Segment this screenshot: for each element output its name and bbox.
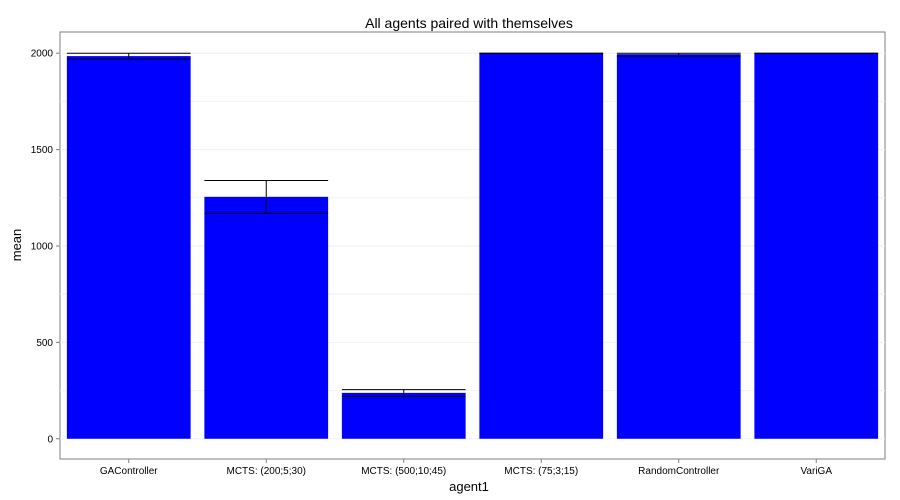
- bar: [479, 53, 604, 439]
- error-bar: [616, 52, 741, 57]
- x-tick-label: GAController: [100, 466, 158, 477]
- y-tick-label: 2000: [31, 49, 54, 60]
- bars: [66, 53, 879, 439]
- y-axis: 0 500 1000 1500 2000: [31, 49, 60, 445]
- y-axis-title: mean: [9, 229, 24, 262]
- x-tick-label: RandomController: [638, 466, 720, 477]
- error-bar: [204, 179, 329, 214]
- y-tick-label: 1500: [31, 145, 54, 156]
- x-tick-label: MCTS: (75;3;15): [504, 466, 578, 477]
- x-tick-label: VariGA: [801, 466, 833, 477]
- bar: [341, 392, 466, 439]
- grid-lines: [60, 52, 885, 440]
- y-tick-label: 1000: [31, 241, 54, 252]
- error-bar: [66, 52, 191, 60]
- chart-title: All agents paired with themselves: [365, 15, 573, 31]
- error-bars: [66, 52, 879, 397]
- bar: [616, 54, 741, 439]
- y-tick-label: 0: [47, 434, 53, 445]
- x-tick-label: MCTS: (500;10;45): [361, 466, 446, 477]
- x-axis-title: agent1: [449, 479, 489, 494]
- x-axis: GAController MCTS: (200;5;30) MCTS: (500;1…: [100, 459, 832, 477]
- y-tick-label: 500: [36, 338, 53, 349]
- x-tick-label: MCTS: (200;5;30): [227, 466, 306, 477]
- error-bar: [341, 389, 466, 397]
- bar: [754, 53, 879, 439]
- bar: [66, 56, 191, 439]
- bar: [204, 196, 329, 439]
